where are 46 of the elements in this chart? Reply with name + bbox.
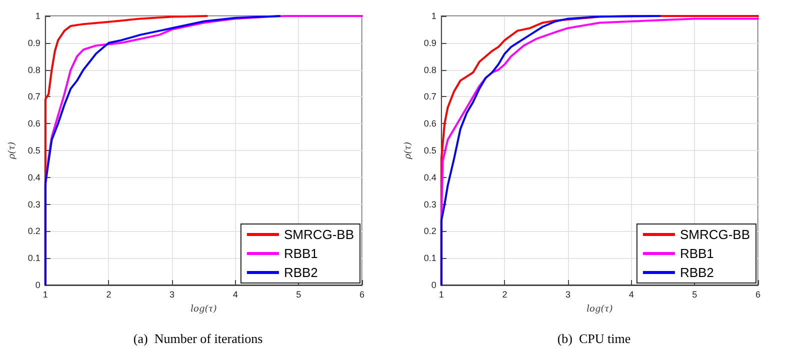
x-tick-label: 6	[359, 290, 365, 300]
y-tick-label: 0.7	[28, 92, 40, 102]
x-axis-title: log(τ)	[190, 304, 218, 314]
x-tick-label: 1	[42, 290, 48, 300]
y-tick-label: 0.4	[28, 172, 40, 182]
legend-label: SMRCG-BB	[284, 227, 354, 242]
y-axis-title: ρ(τ)	[8, 141, 18, 160]
y-tick-label: 0.1	[424, 253, 436, 264]
y-tick-label: 0	[431, 280, 436, 290]
legend-label: RBB2	[284, 265, 318, 280]
x-tick-label: 4	[232, 290, 238, 300]
legend-label: RBB1	[284, 246, 318, 261]
x-tick-label: 2	[106, 290, 112, 300]
y-tick-label: 0.3	[28, 199, 40, 210]
y-tick-label: 0.8	[28, 64, 40, 75]
x-tick-label: 4	[628, 290, 634, 300]
x-tick-label: 3	[566, 290, 571, 300]
x-tick-label: 6	[755, 290, 761, 300]
x-tick-label: 2	[502, 290, 508, 300]
y-tick-label: 0	[35, 280, 40, 290]
y-axis-title: ρ(τ)	[404, 141, 414, 160]
y-tick-label: 0.3	[424, 199, 436, 210]
y-tick-label: 1	[35, 11, 40, 21]
y-tick-label: 0.5	[28, 146, 40, 156]
y-tick-label: 0.6	[28, 118, 40, 129]
y-tick-label: 0.8	[424, 64, 436, 75]
y-tick-label: 1	[431, 11, 436, 21]
x-tick-label: 5	[296, 290, 302, 300]
text: (b) CPU time	[557, 331, 631, 346]
x-axis-title: log(τ)	[586, 304, 614, 314]
y-tick-label: 0.7	[424, 92, 436, 102]
legend-label: SMRCG-BB	[680, 227, 750, 242]
y-tick-label: 0.9	[28, 38, 40, 48]
y-tick-label: 0.9	[424, 38, 436, 48]
x-tick-label: 3	[170, 290, 175, 300]
y-tick-label: 0.2	[424, 226, 436, 236]
y-tick-label: 0.5	[424, 146, 436, 156]
x-tick-label: 5	[692, 290, 698, 300]
text: (a) Number of iterations	[133, 331, 263, 346]
legend-label: RBB2	[680, 265, 714, 280]
y-tick-label: 0.2	[28, 226, 40, 236]
x-tick-label: 1	[438, 290, 444, 300]
legend-label: RBB1	[680, 246, 714, 261]
y-tick-label: 0.1	[28, 253, 40, 264]
y-tick-label: 0.6	[424, 118, 436, 129]
y-tick-label: 0.4	[424, 172, 436, 182]
